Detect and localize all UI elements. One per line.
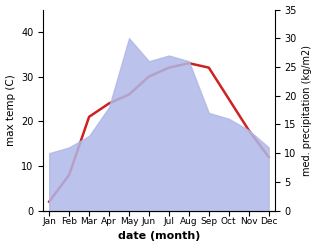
X-axis label: date (month): date (month) — [118, 231, 200, 242]
Y-axis label: med. precipitation (kg/m2): med. precipitation (kg/m2) — [302, 45, 313, 176]
Y-axis label: max temp (C): max temp (C) — [5, 74, 16, 146]
